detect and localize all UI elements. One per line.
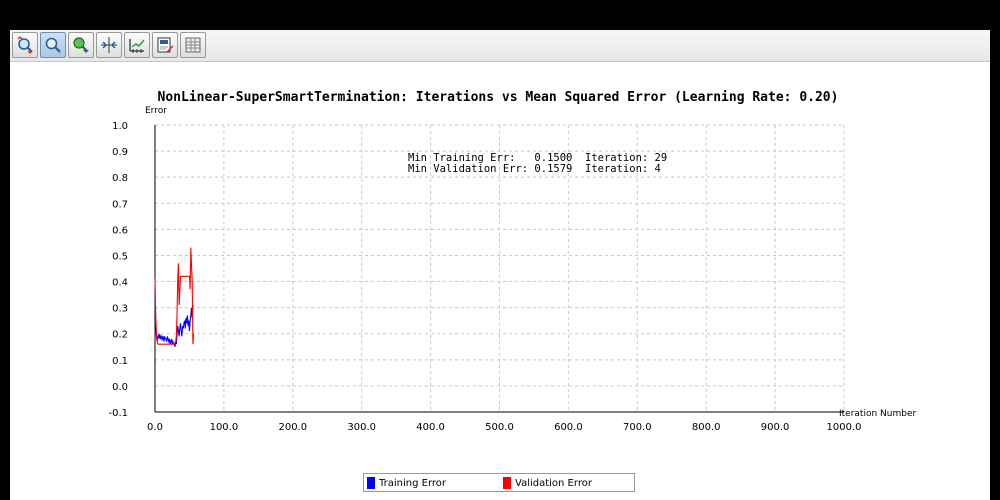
x-tick-label: 100.0	[210, 422, 239, 433]
series-lines	[154, 247, 195, 347]
y-tick-label: 0.0	[112, 382, 128, 393]
x-tick-label: 500.0	[485, 422, 514, 433]
training-error-line	[154, 291, 194, 347]
y-tick-label: 0.7	[112, 199, 128, 210]
x-tick-label: 700.0	[623, 422, 652, 433]
legend-item-validation: Validation Error	[503, 476, 592, 490]
pan-icon	[73, 37, 89, 53]
y-tick-label: 0.9	[112, 147, 128, 158]
axis-settings-icon	[129, 39, 145, 53]
crosshair-icon	[101, 37, 117, 53]
x-tick-label: 400.0	[416, 422, 445, 433]
validation-error-line	[154, 247, 195, 345]
legend-swatch-validation	[503, 477, 511, 489]
axis-settings-button[interactable]	[124, 32, 150, 58]
y-tick-label: 0.8	[112, 173, 128, 184]
y-tick-label: 0.1	[112, 356, 128, 367]
x-tick-label: 200.0	[278, 422, 307, 433]
zoom-in-button[interactable]	[40, 32, 66, 58]
table-button[interactable]	[180, 32, 206, 58]
chart-title: NonLinear-SuperSmartTermination: Iterati…	[158, 90, 839, 105]
y-tick-label: 0.2	[112, 330, 128, 341]
zoom-in-icon	[45, 37, 61, 53]
x-tick-label: 1000.0	[827, 422, 862, 433]
export-icon	[157, 37, 174, 53]
grid	[155, 124, 845, 412]
x-tick-label: 800.0	[692, 422, 721, 433]
crosshair-button[interactable]	[96, 32, 122, 58]
y-tick-label: -0.1	[108, 408, 128, 419]
export-button[interactable]	[152, 32, 178, 58]
legend: Training Error Validation Error	[363, 473, 635, 492]
y-tick-label: 1.0	[112, 121, 128, 132]
legend-label-validation: Validation Error	[515, 477, 592, 489]
axes	[154, 125, 844, 413]
min-training-error-text: Min Training Err: 0.1500 Iteration: 29	[408, 152, 667, 164]
y-tick-label: 0.3	[112, 304, 128, 315]
legend-label-training: Training Error	[379, 477, 447, 489]
y-tick-label: 0.6	[112, 225, 128, 236]
y-tick-label: 0.5	[112, 251, 128, 262]
min-validation-error-text: Min Validation Err: 0.1579 Iteration: 4	[408, 163, 661, 175]
x-tick-label: 300.0	[347, 422, 376, 433]
x-tick-label: 600.0	[554, 422, 583, 433]
chart-toolbar	[10, 30, 990, 62]
y-axis-label: Error	[145, 106, 167, 116]
x-tick-label: 900.0	[761, 422, 790, 433]
legend-swatch-training	[367, 477, 375, 489]
table-icon	[185, 37, 201, 53]
x-axis-label: Iteration Number	[839, 409, 916, 419]
x-tick-label: 0.0	[147, 422, 163, 433]
zoom-reset-icon	[17, 36, 33, 54]
line-chart: NonLinear-SuperSmartTermination: Iterati…	[108, 90, 916, 433]
chart-area[interactable]: NonLinear-SuperSmartTermination: Iterati…	[10, 62, 990, 500]
chart-window: NonLinear-SuperSmartTermination: Iterati…	[10, 30, 990, 500]
pan-button[interactable]	[68, 32, 94, 58]
legend-item-training: Training Error	[367, 476, 446, 490]
tick-labels: 0.0 100.0 200.0 300.0 400.0 500.0 600.0 700.0 80…	[108, 121, 861, 433]
y-tick-label: 0.4	[112, 278, 128, 289]
zoom-reset-button[interactable]	[12, 32, 38, 58]
